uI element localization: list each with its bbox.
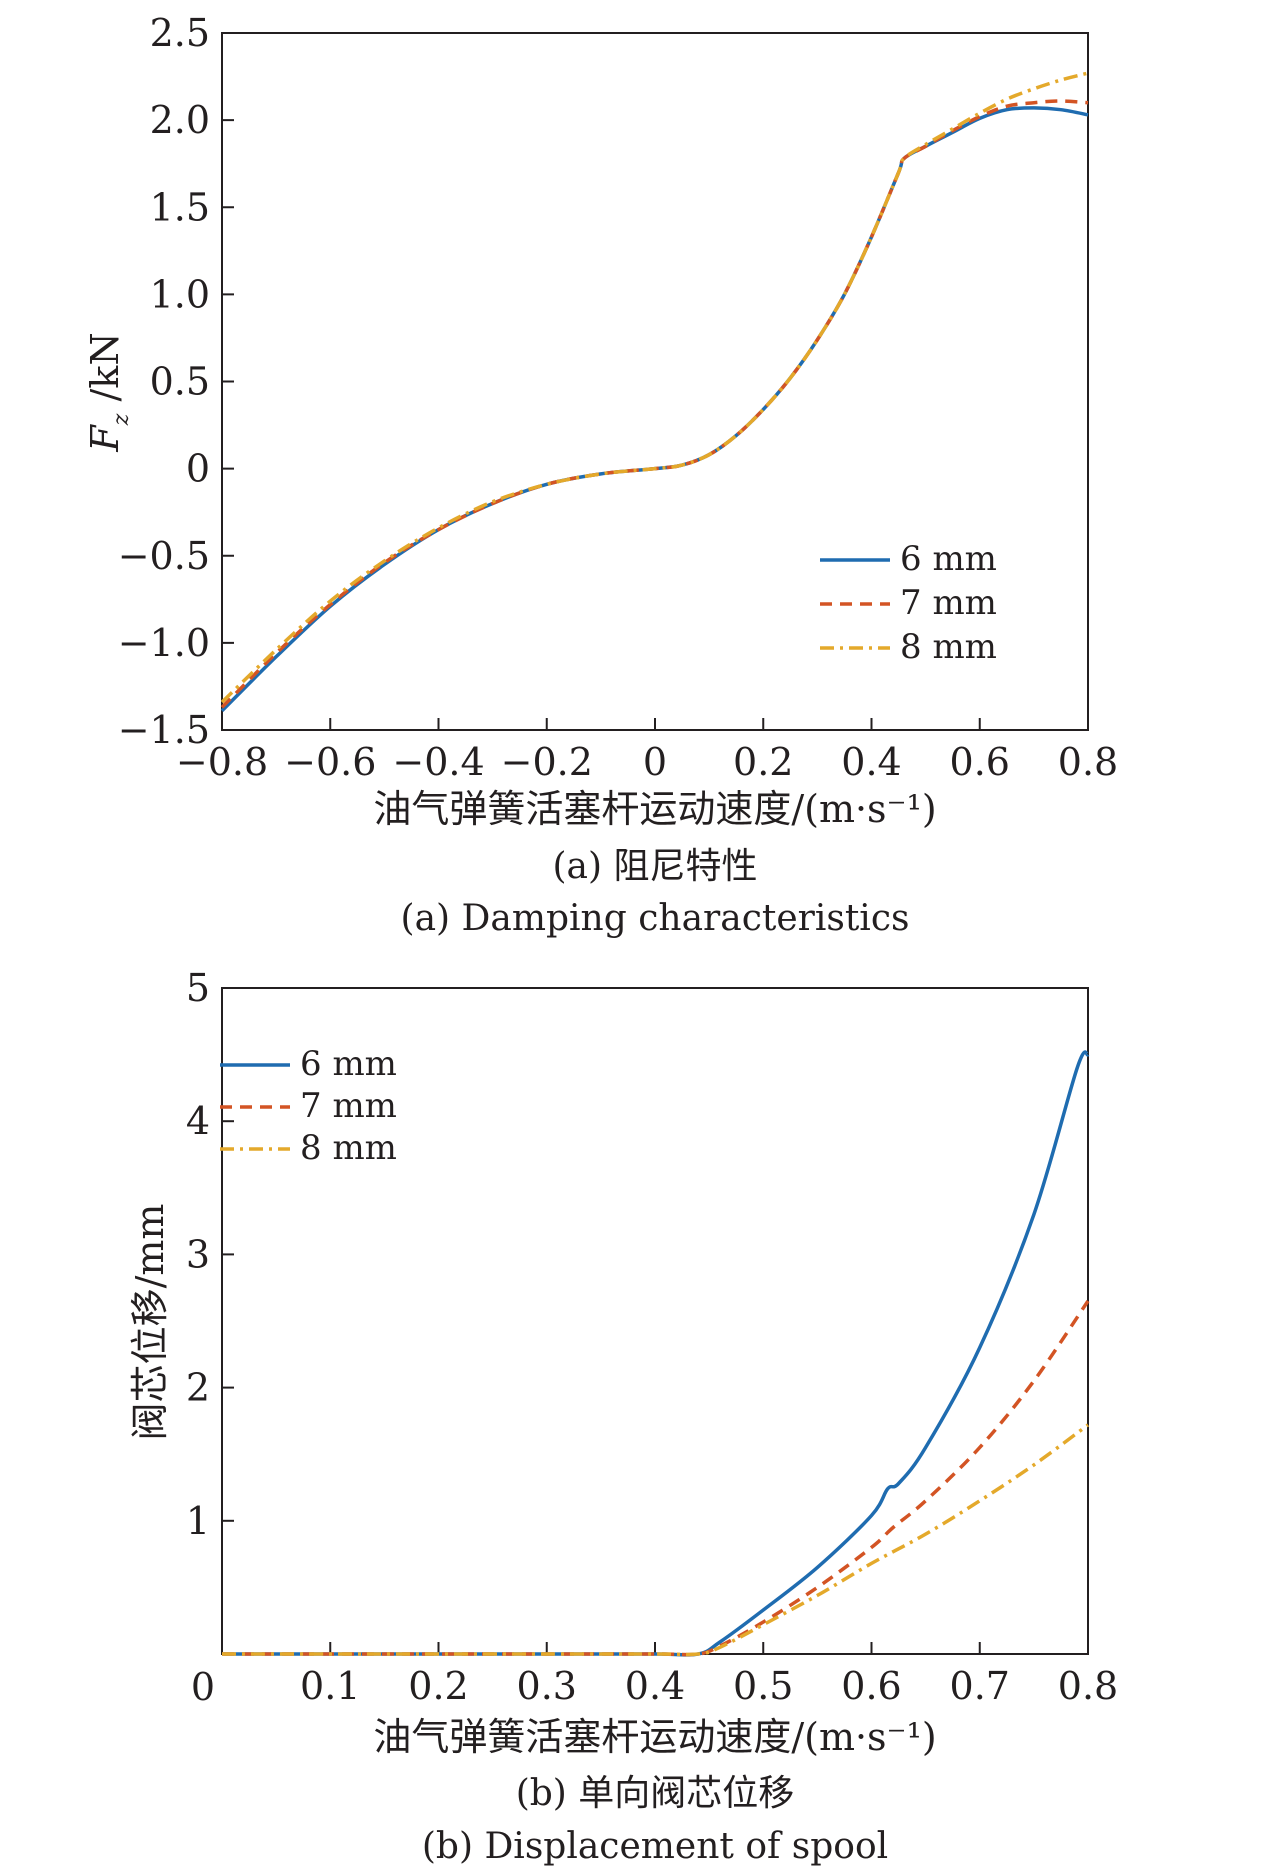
x-tick-label: 0	[643, 740, 667, 784]
series-line-6-mm	[222, 1050, 1090, 1657]
x-tick-label: 0.6	[841, 1664, 901, 1708]
series-line-8-mm	[222, 1423, 1090, 1657]
legend-a: 6 mm7 mm8 mm	[820, 539, 997, 667]
x-tick-label: −0.2	[501, 740, 593, 784]
legend-label: 6 mm	[900, 539, 997, 579]
spool-displacement-chart: 0.1 0.2 0.3 0.4 0.5 0.6 0.7 0.8 1 2 3 4 5 6 mm7 mm8 …	[128, 966, 1118, 1867]
axis-ticks-a: −0.8 −0.6 −0.4 −0.2 0 0.2 0.4 0.6 0.8 −1.5 −1.0 −0.…	[118, 11, 1119, 784]
y-tick-label: 2.5	[150, 11, 210, 55]
x-tick-label: 0.4	[841, 740, 901, 784]
damping-chart: −0.8 −0.6 −0.4 −0.2 0 0.2 0.4 0.6 0.8 −1.5 −1.0 −0.…	[83, 11, 1118, 939]
legend-label: 8 mm	[900, 627, 997, 667]
x-axis-label-a: 油气弹簧活塞杆运动速度/(m·s⁻¹)	[373, 787, 936, 831]
origin-label-b: 0	[191, 1665, 215, 1709]
x-tick-label: 0.7	[950, 1664, 1010, 1708]
x-tick-label: 0.8	[1058, 1664, 1118, 1708]
legend-label: 8 mm	[300, 1128, 397, 1168]
series-line-8-mm	[220, 71, 1089, 704]
y-tick-label: 3	[186, 1232, 210, 1276]
legend-label: 7 mm	[300, 1086, 397, 1126]
axis-ticks-b: 0.1 0.2 0.3 0.4 0.5 0.6 0.7 0.8 1 2 3 4 5	[186, 966, 1118, 1708]
x-tick-label: 0.4	[625, 1664, 685, 1708]
y-tick-label: 1.5	[150, 185, 210, 229]
x-tick-label: 0.3	[517, 1664, 577, 1708]
x-tick-label: 0.2	[408, 1664, 468, 1708]
y-axis-label-b: 阀芯位移/mm	[128, 1204, 172, 1441]
y-tick-label: 4	[186, 1099, 210, 1143]
y-tick-label: −0.5	[118, 534, 210, 578]
x-tick-label: −0.8	[176, 740, 268, 784]
legend-label: 7 mm	[900, 583, 997, 623]
y-tick-label: 5	[186, 966, 210, 1010]
x-tick-label: −0.6	[284, 740, 376, 784]
y-tick-label: 0.5	[150, 360, 210, 404]
caption-en-b: (b) Displacement of spool	[422, 1826, 888, 1867]
y-tick-label: −1.5	[118, 708, 210, 752]
caption-en-a: (a) Damping characteristics	[401, 898, 910, 939]
y-tick-label: −1.0	[118, 621, 210, 665]
x-tick-label: 0.2	[733, 740, 793, 784]
y-tick-label: 1	[186, 1499, 210, 1543]
series-a	[220, 71, 1089, 713]
caption-cn-a: (a) 阻尼特性	[553, 846, 758, 887]
y-axis-label-a: Fz /kN	[83, 332, 134, 452]
y-tick-label: 2.0	[150, 98, 210, 142]
legend-b: 6 mm7 mm8 mm	[220, 1044, 397, 1168]
series-b	[222, 1050, 1090, 1657]
y-tick-label: 0	[186, 447, 210, 491]
plot-frame-a	[221, 32, 1089, 731]
series-line-7-mm	[222, 1300, 1090, 1657]
legend-label: 6 mm	[300, 1044, 397, 1084]
caption-cn-b: (b) 单向阀芯位移	[516, 1773, 795, 1814]
y-tick-label: 2	[186, 1366, 210, 1410]
x-axis-label-b: 油气弹簧活塞杆运动速度/(m·s⁻¹)	[373, 1715, 936, 1759]
x-tick-label: 0.1	[300, 1664, 360, 1708]
x-tick-label: −0.4	[392, 740, 484, 784]
x-tick-label: 0.5	[733, 1664, 793, 1708]
y-tick-label: 1.0	[150, 272, 210, 316]
x-tick-label: 0.6	[950, 740, 1010, 784]
x-tick-label: 0.8	[1058, 740, 1118, 784]
